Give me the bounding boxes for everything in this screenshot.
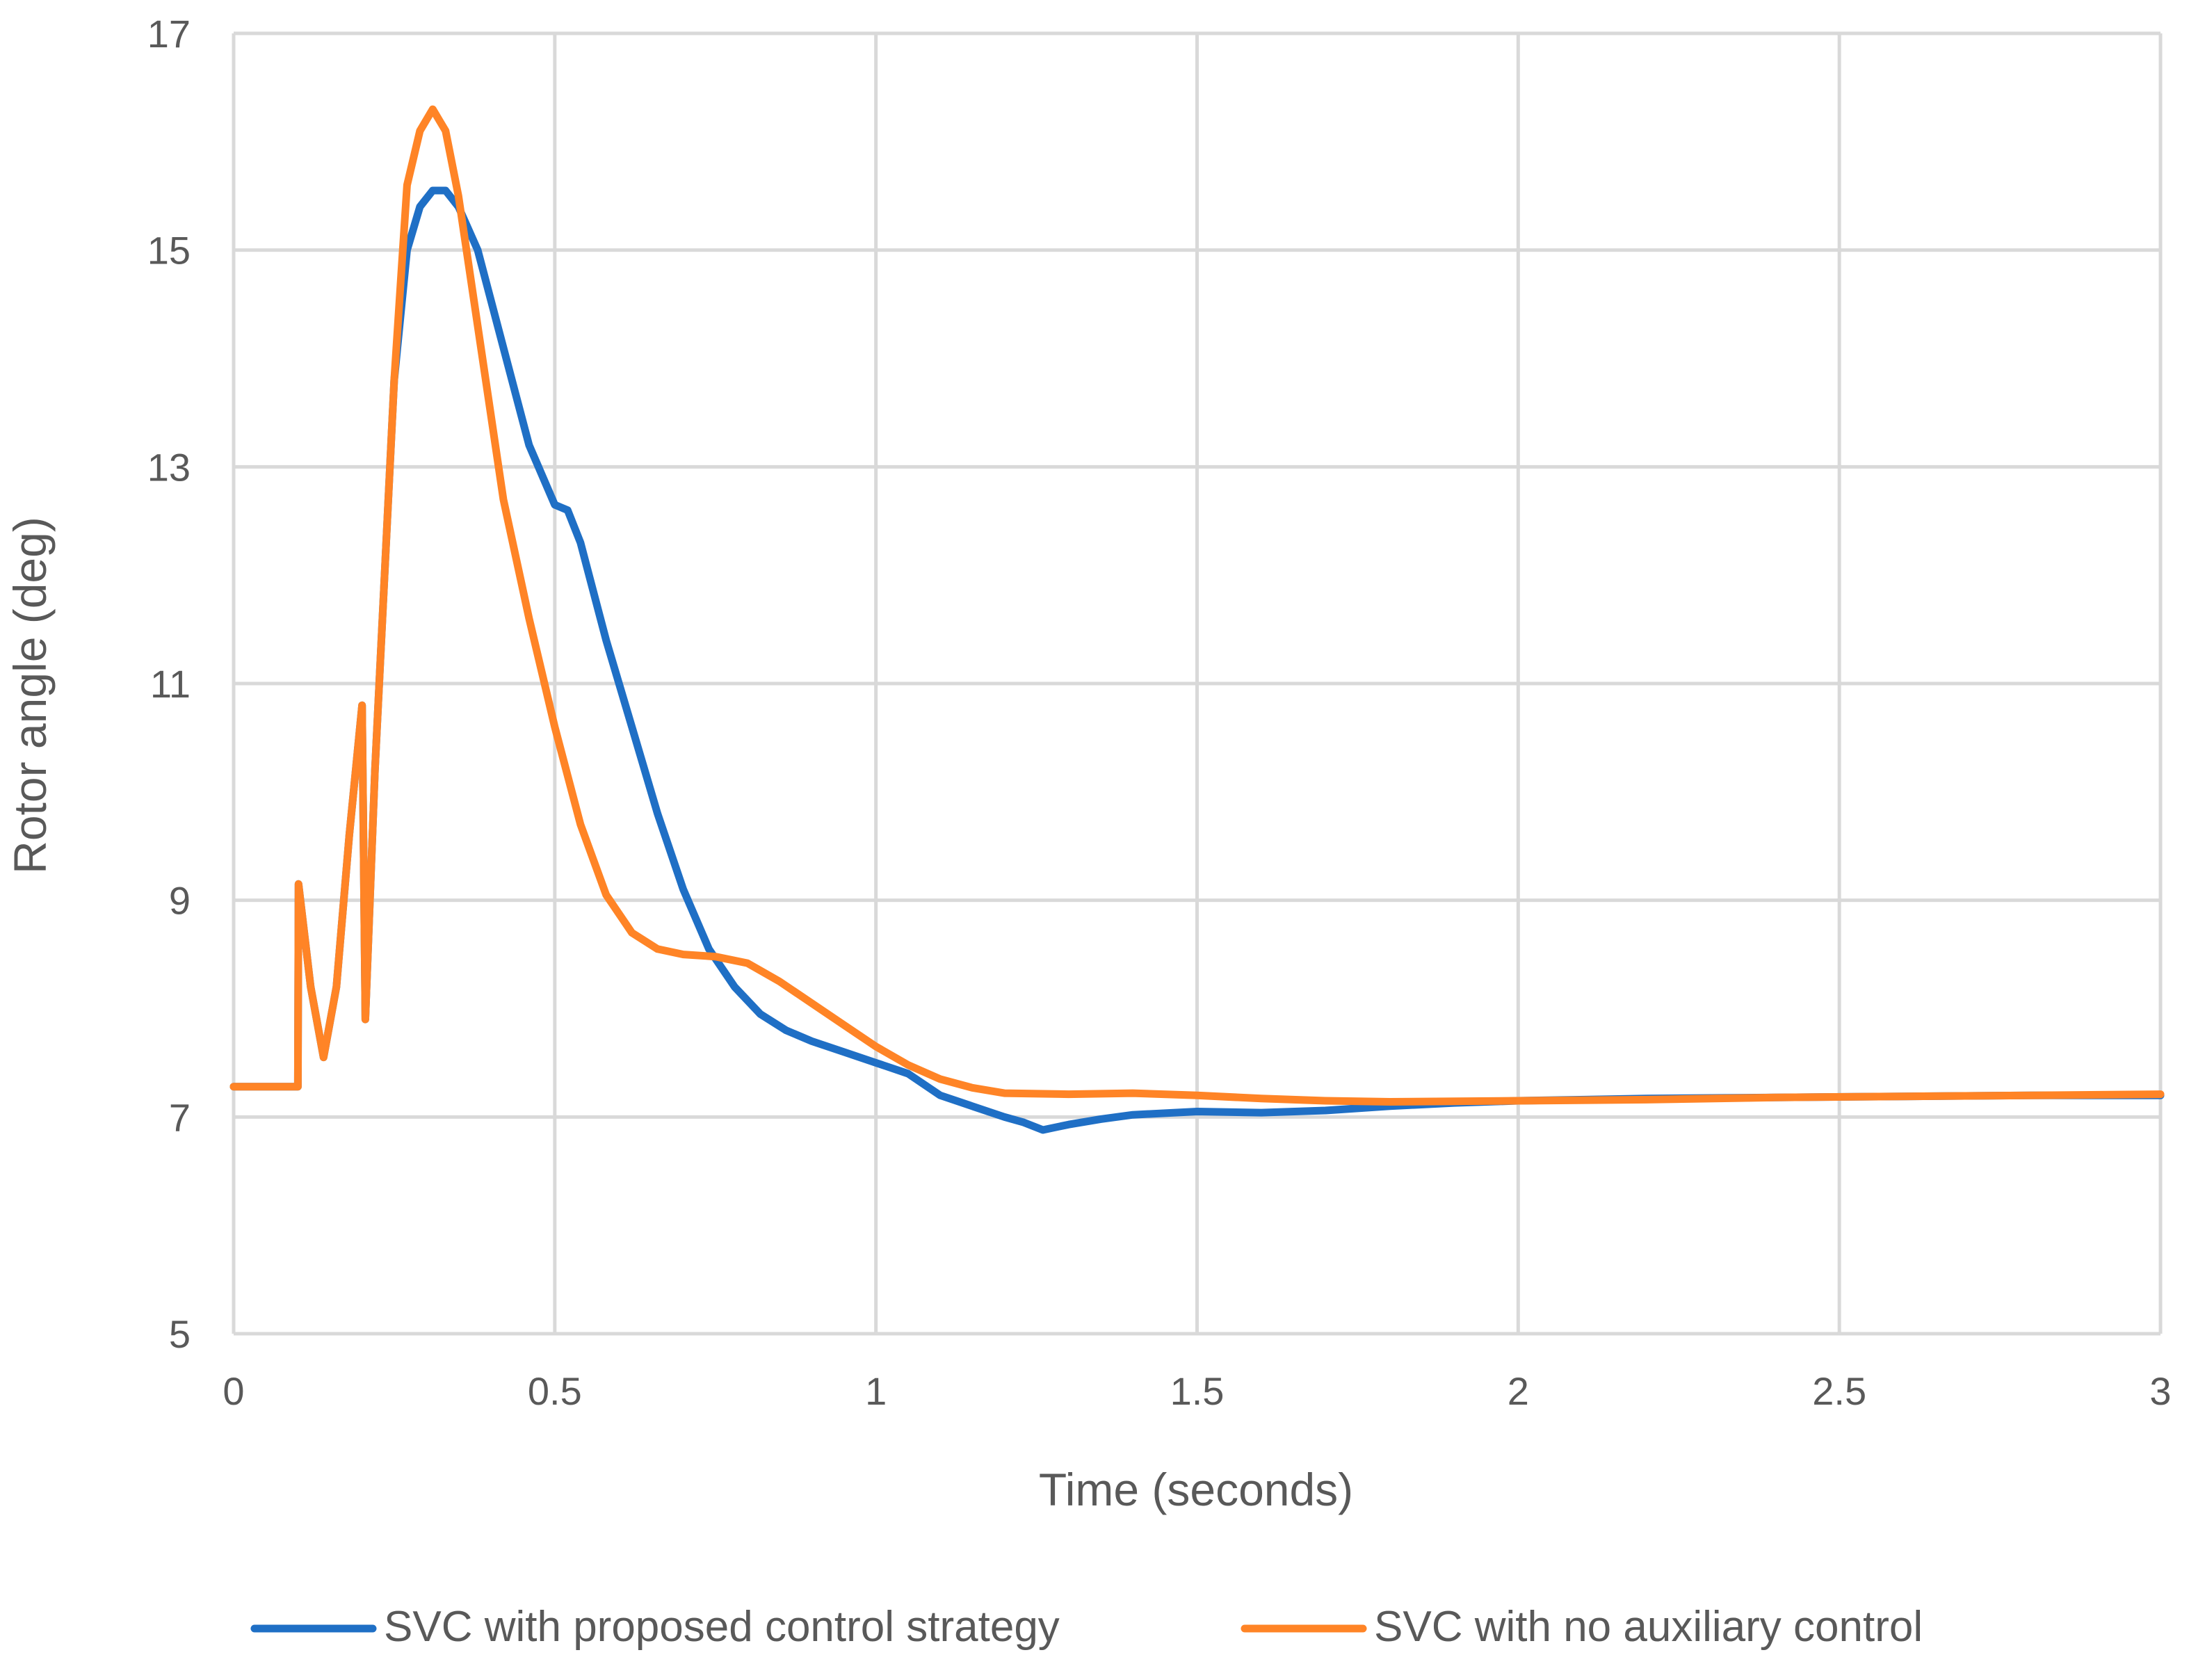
x-tick-label: 1	[865, 1369, 887, 1413]
legend: SVC with proposed control strategy SVC wi…	[250, 1603, 1923, 1651]
x-tick-labels: 0 0.5 1 1.5 2 2.5 3	[223, 1369, 2171, 1413]
x-tick-label: 2.5	[1812, 1369, 1866, 1413]
x-tick-label: 1.5	[1170, 1369, 1225, 1413]
series-line-2	[229, 105, 2165, 1106]
series-group	[229, 105, 2165, 1134]
y-tick-label: 9	[169, 879, 191, 923]
y-tick-label: 17	[147, 12, 191, 56]
x-tick-label: 0.5	[528, 1369, 582, 1413]
y-tick-labels: 5 7 9 11 13 15 17	[147, 12, 191, 1356]
x-tick-label: 0	[223, 1369, 244, 1413]
y-tick-label: 5	[169, 1312, 191, 1356]
gridlines	[232, 31, 2163, 1336]
y-tick-label: 15	[147, 229, 191, 273]
x-tick-label: 3	[2149, 1369, 2171, 1413]
y-tick-label: 11	[150, 662, 191, 706]
y-tick-label: 7	[169, 1095, 191, 1139]
legend-label-1: SVC with proposed control strategy	[384, 1603, 1060, 1651]
x-axis-label: Time (seconds)	[1039, 1464, 1353, 1515]
legend-label-2: SVC with no auxiliary control	[1374, 1603, 1923, 1651]
y-axis-label: Rotor angle (deg)	[4, 517, 56, 874]
x-tick-label: 2	[1508, 1369, 1529, 1413]
y-tick-label: 13	[147, 445, 191, 489]
